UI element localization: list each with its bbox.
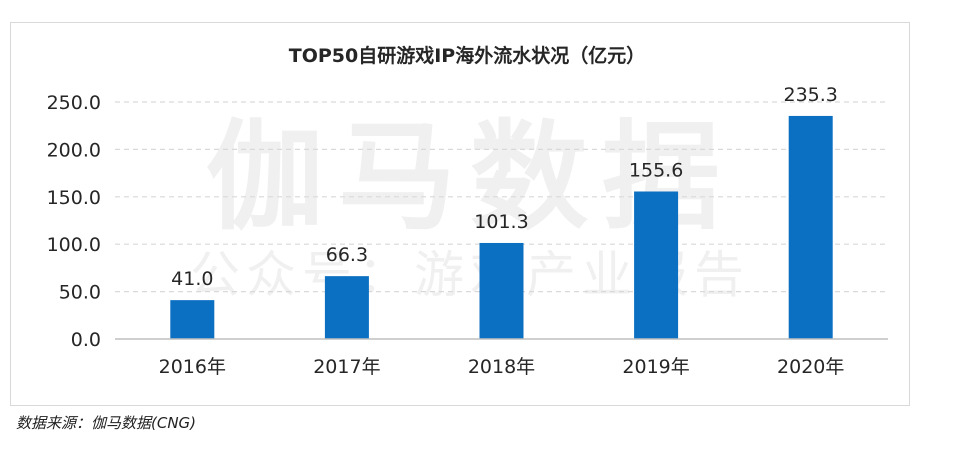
x-tick-label: 2020年 <box>777 356 844 378</box>
bars <box>170 115 833 339</box>
data-label: 41.0 <box>171 268 213 290</box>
x-axis-ticks: 2016年 2017年 2018年 2019年 2020年 <box>159 356 845 378</box>
bar <box>634 191 679 339</box>
x-tick-label: 2017年 <box>313 356 380 378</box>
y-axis-ticks: 0.0 50.0 100.0 150.0 200.0 250.0 <box>47 92 101 351</box>
y-tick-label: 100.0 <box>47 234 101 256</box>
chart-title: TOP50自研游戏IP海外流水状况（亿元） <box>289 44 645 67</box>
bar <box>324 276 369 339</box>
bar <box>479 242 524 339</box>
bar <box>170 300 215 339</box>
y-tick-label: 200.0 <box>47 139 101 161</box>
x-tick-label: 2016年 <box>159 356 226 378</box>
data-label: 155.6 <box>629 159 683 181</box>
x-tick-label: 2018年 <box>468 356 535 378</box>
data-label: 66.3 <box>326 244 368 266</box>
source-note: 数据来源：伽马数据(CNG) <box>16 414 197 432</box>
x-tick-label: 2019年 <box>622 356 689 378</box>
chart-card <box>10 22 910 406</box>
y-tick-label: 0.0 <box>71 329 101 351</box>
bar <box>788 115 833 339</box>
y-tick-label: 150.0 <box>47 187 101 209</box>
y-tick-label: 50.0 <box>59 282 101 304</box>
y-tick-label: 250.0 <box>47 92 101 114</box>
data-labels: 41.0 66.3 101.3 155.6 235.3 <box>171 84 838 290</box>
data-label: 101.3 <box>474 211 528 233</box>
gridlines <box>115 101 888 293</box>
data-label: 235.3 <box>783 84 837 106</box>
